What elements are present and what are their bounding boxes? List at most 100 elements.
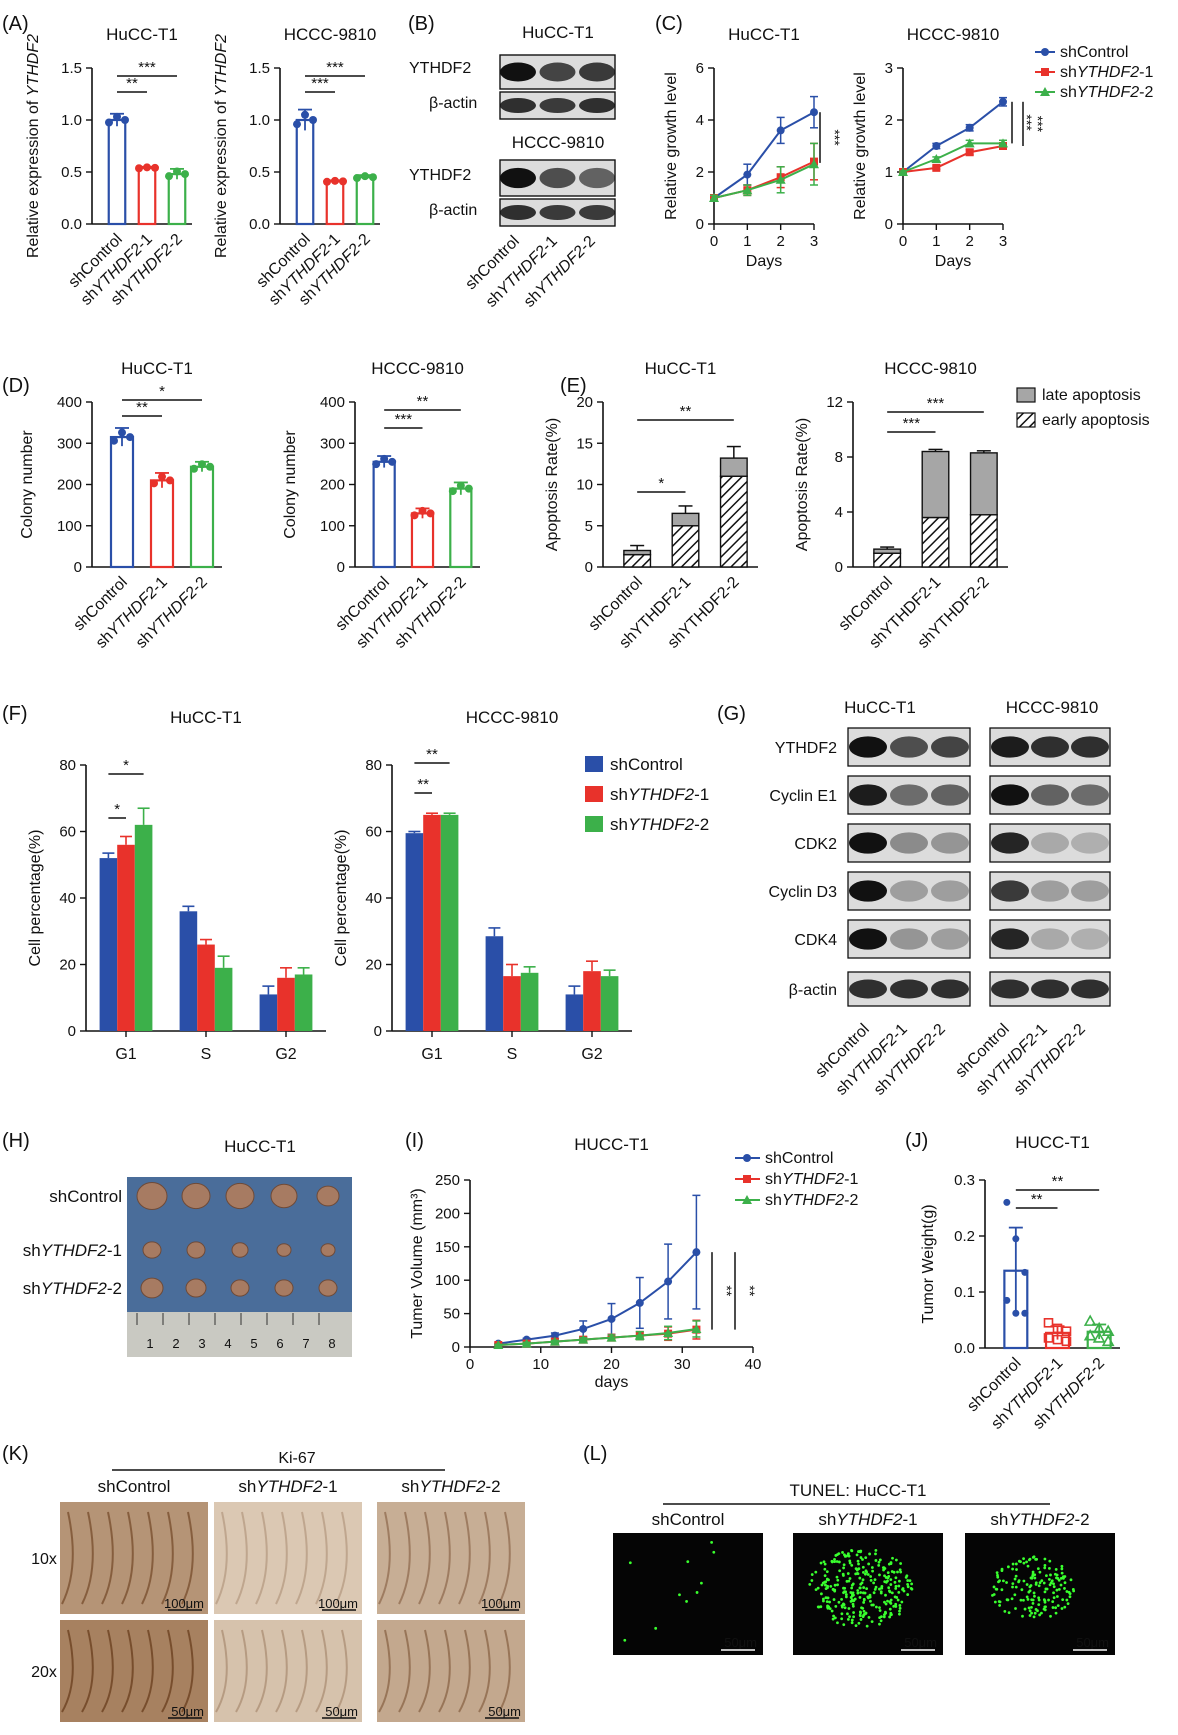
- blot-band: [991, 784, 1029, 806]
- tunel-dot: [848, 1561, 852, 1565]
- tunel-dot: [1030, 1611, 1033, 1615]
- y-axis-label: Cell percentage(%): [27, 830, 44, 967]
- tunel-dot: [1037, 1603, 1041, 1607]
- tunel-dot: [864, 1569, 868, 1573]
- y-tick-label: 0.2: [954, 1228, 975, 1245]
- legend-label: shYTHDF2-2: [1060, 84, 1153, 101]
- x-tick-label: 1: [743, 233, 751, 250]
- ihc-texture: [121, 1511, 134, 1605]
- data-point: [1052, 1323, 1063, 1334]
- blot-row-label: CDK4: [794, 932, 837, 949]
- photo-row-label: shYTHDF2-2: [23, 1279, 122, 1298]
- tumor: [140, 1277, 164, 1299]
- tunel-dot: [878, 1606, 881, 1610]
- tunel-dot: [823, 1574, 827, 1578]
- tunel-dot: [842, 1566, 845, 1570]
- tunel-dot: [842, 1603, 846, 1607]
- bar: [565, 994, 584, 1031]
- blot-actin-hccc-band: [500, 204, 536, 221]
- ihc-texture: [418, 1629, 431, 1713]
- tunel-dot: [886, 1571, 890, 1575]
- significance-label: ***: [1030, 116, 1046, 133]
- blot-ythdf2-hucc-band: [500, 62, 536, 82]
- tunel-dot: [1055, 1588, 1059, 1592]
- legend-marker: [1041, 68, 1049, 76]
- text-part: -1: [322, 1477, 337, 1496]
- tunel-dot: [1033, 1611, 1037, 1615]
- bar: [117, 844, 135, 1031]
- bar-late: [671, 512, 700, 527]
- tunel-dot: [877, 1563, 881, 1567]
- tunel-dot: [1048, 1583, 1052, 1587]
- tunel-dot: [859, 1618, 863, 1621]
- scale-bar-label: 100μm: [318, 1596, 358, 1611]
- ihc-texture: [235, 1511, 248, 1605]
- tunel-dot: [862, 1598, 866, 1602]
- tunel-dot: [998, 1604, 1002, 1607]
- tunel-dot: [871, 1603, 875, 1607]
- legend-marker: [1040, 87, 1050, 96]
- chart-title: HCCC-9810: [884, 359, 977, 378]
- tunel-dot: [869, 1599, 872, 1603]
- tunel-dot: [1022, 1561, 1026, 1565]
- bar-early: [969, 514, 998, 568]
- y-tick-label: 400: [320, 394, 345, 411]
- tunel-dot: [866, 1573, 870, 1576]
- text-part: -2: [1139, 84, 1153, 101]
- y-tick-label: 200: [435, 1205, 460, 1222]
- text-part-italic: YTHDF2: [213, 34, 230, 96]
- ruler-number: 5: [250, 1336, 257, 1351]
- y-axis-label: Tumor Weight(g): [920, 1204, 937, 1323]
- ihc-texture: [255, 1511, 268, 1605]
- panel-B-blots: HuCC-T1 YTHDF2 β-actin HCCC-9810 YTHDF2 β-act…: [409, 23, 616, 311]
- tumor: [230, 1279, 250, 1297]
- bar: [99, 858, 118, 1031]
- blot-band: [890, 928, 928, 950]
- text-part: Relative expression of: [25, 96, 42, 258]
- tunel-dot: [830, 1609, 834, 1613]
- photo-title: HuCC-T1: [224, 1137, 296, 1156]
- bar-early: [921, 516, 950, 568]
- blot-band: [1071, 832, 1109, 854]
- stain-title: Ki-67: [278, 1450, 315, 1467]
- data-point: [1052, 1334, 1063, 1345]
- scale-bar-label: 50μm: [171, 1704, 204, 1719]
- chart-E1: 05101520shControlshYTHDF2-1shYTHDF2-2***…: [544, 359, 758, 652]
- panel-label-J: (J): [905, 1130, 928, 1152]
- tunel-dot: [1032, 1615, 1036, 1619]
- tunel-dot: [824, 1580, 828, 1584]
- data-point: [521, 1338, 532, 1348]
- chart-title: HUCC-T1: [574, 1135, 649, 1154]
- tunel-dot: [848, 1615, 851, 1619]
- chart-I: 0 50 100 150 200 250 0 10 20 30 40 HUCC-T1 days Tumer…: [409, 1135, 761, 1391]
- bar: [503, 976, 521, 1031]
- data-point: [372, 460, 381, 469]
- tunel-dot: [882, 1615, 886, 1619]
- tunel-dot: [1068, 1595, 1072, 1599]
- tunel-dot: [864, 1572, 867, 1576]
- tunel-dot: [840, 1617, 844, 1621]
- tunel-dot: [685, 1600, 688, 1603]
- data-point: [606, 1332, 617, 1342]
- x-category-label: G1: [115, 1046, 136, 1063]
- text-part-italic: YTHDF2: [25, 34, 42, 96]
- blot-band: [849, 880, 887, 902]
- series-line: [902, 101, 1004, 173]
- tunel-dot: [628, 1561, 632, 1565]
- tunel-dot: [1019, 1598, 1023, 1602]
- tunel-dot: [889, 1601, 893, 1605]
- y-tick-label: 0.0: [61, 216, 82, 233]
- tunel-dot: [1056, 1604, 1060, 1608]
- y-axis-label: Apoptosis Rate(%): [794, 418, 811, 551]
- legend-label: shYTHDF2-2: [610, 815, 709, 834]
- tunel-dot: [1044, 1587, 1048, 1591]
- tunel-dot: [1063, 1581, 1067, 1585]
- tumor: [136, 1182, 168, 1210]
- tunel-dot: [855, 1553, 859, 1557]
- tumor: [320, 1243, 336, 1257]
- tunel-dot: [871, 1569, 874, 1573]
- tunel-dot: [1034, 1608, 1038, 1611]
- bar: [355, 176, 375, 226]
- tunel-dot: [1053, 1572, 1057, 1576]
- x-tick-label: 1: [932, 233, 940, 250]
